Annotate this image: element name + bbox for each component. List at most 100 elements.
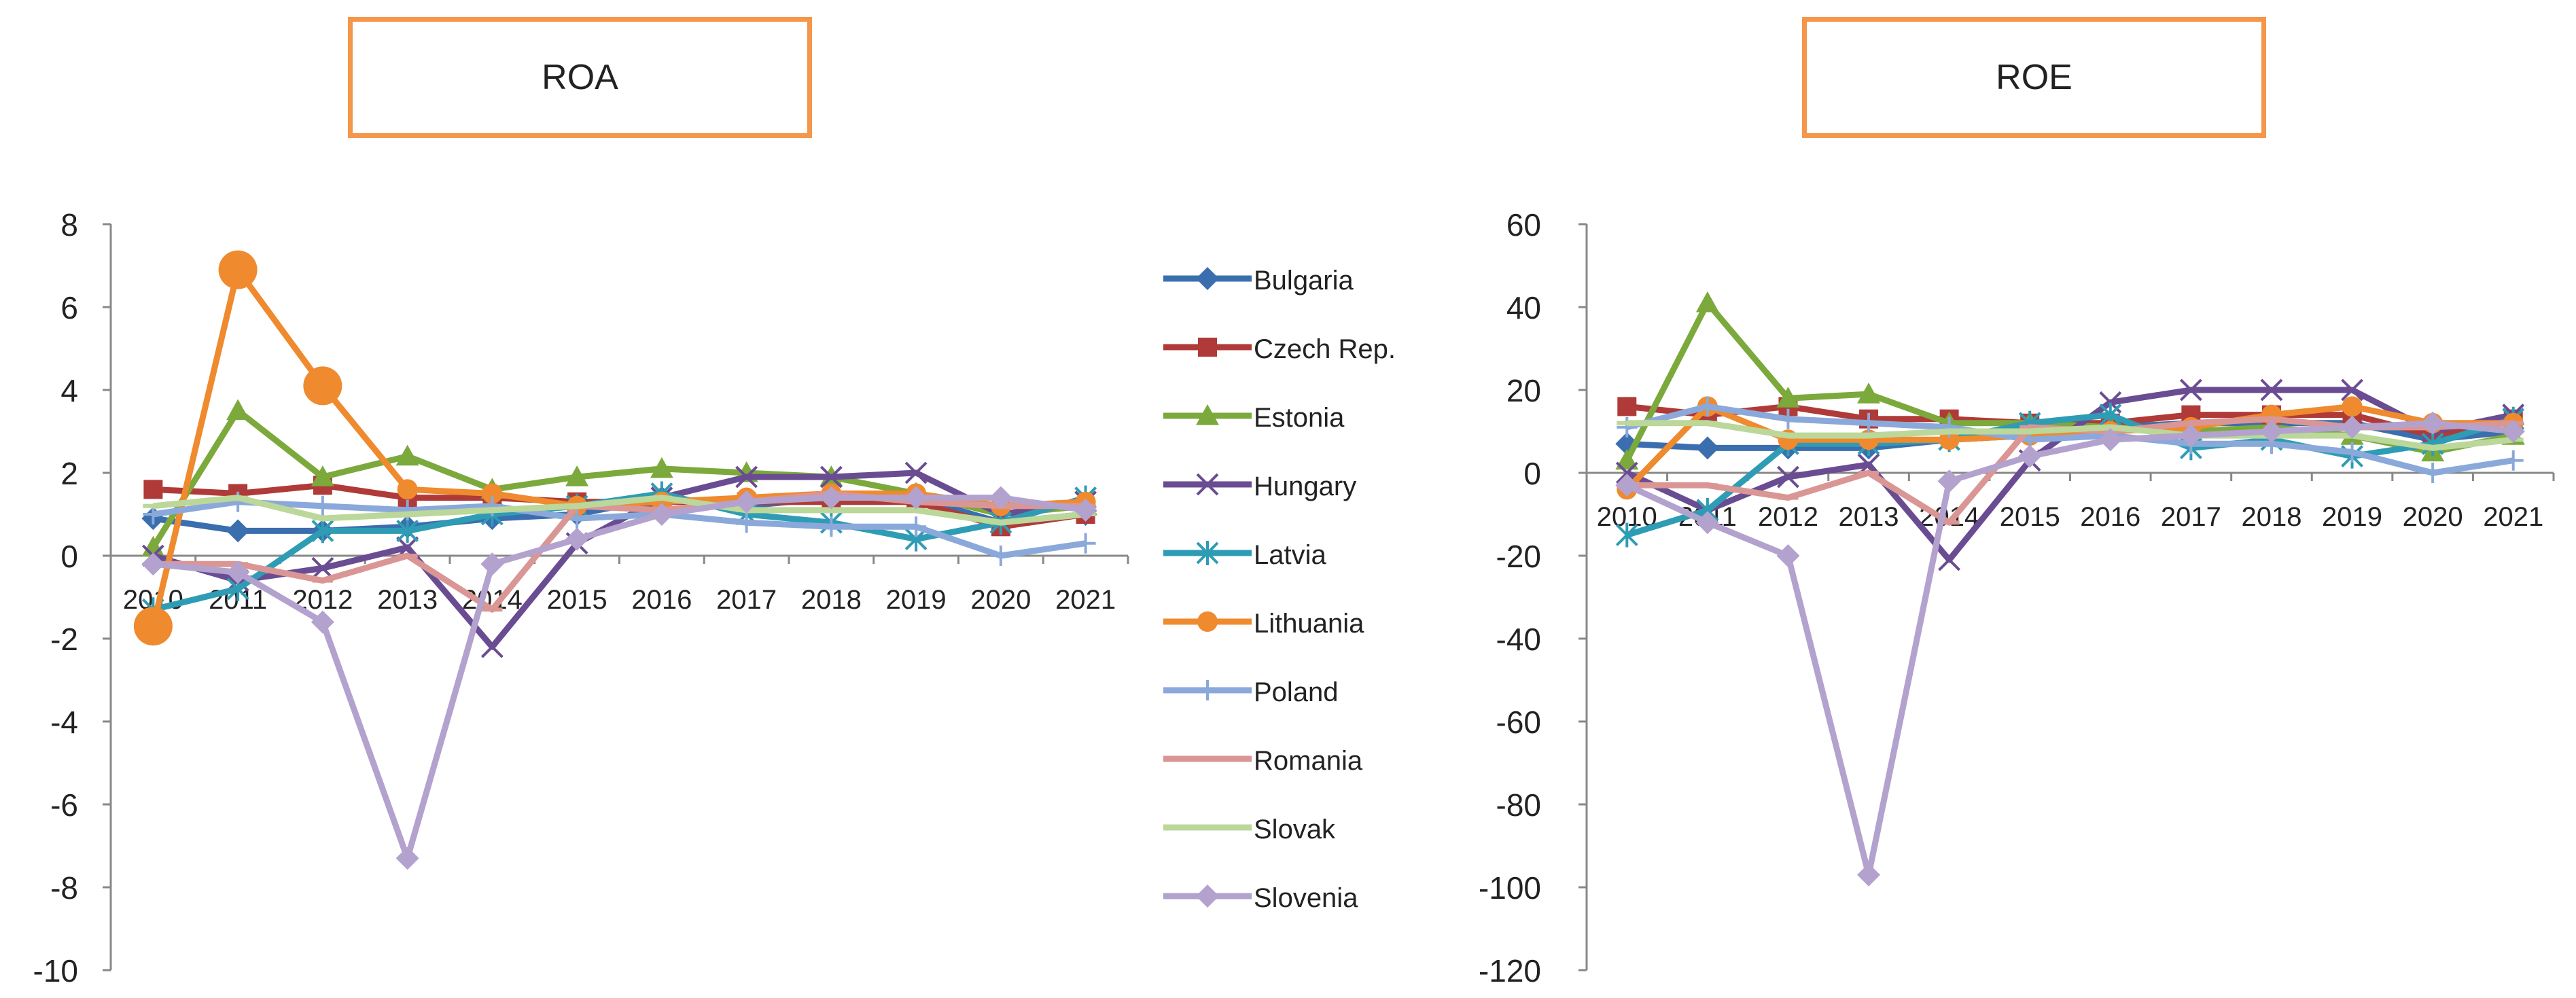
roe-chart: 6040200-20-40-60-80-100-1202010201120122… <box>1479 207 2555 988</box>
roe-point-slovenia <box>1615 474 1639 497</box>
roa-title-box: ROA <box>348 17 812 138</box>
roe-x-tick-label: 2018 <box>2241 502 2301 532</box>
legend-marker-hungary <box>1196 473 1219 496</box>
roa-point-slovenia <box>650 503 673 526</box>
roe-point-hungary <box>2341 378 2363 402</box>
roe-y-tick-label: -20 <box>1496 539 1541 574</box>
roa-series-line-slovak <box>152 495 1087 526</box>
roe-point-estonia <box>1857 382 1881 404</box>
roa-point-lithuania <box>218 250 258 289</box>
roe-x-tick-label: 2020 <box>2403 502 2463 532</box>
legend-marker-estonia <box>1196 404 1219 425</box>
roe-title-box: ROE <box>1802 17 2266 138</box>
legend: Bulgaria Czech Rep. Estonia Hungary Latvia Li… <box>1163 266 1396 913</box>
roe-y-tick-label: -60 <box>1496 705 1541 740</box>
roe-point-poland <box>1617 416 1638 438</box>
legend-marker-czech-rep <box>1198 338 1217 357</box>
roe-x-tick-label: 2015 <box>2000 502 2060 532</box>
roa-point-latvia <box>396 518 419 543</box>
roe-point-latvia <box>1615 522 1638 548</box>
roe-point-hungary <box>2260 378 2283 402</box>
roa-x-tick-label: 2015 <box>547 585 607 615</box>
roa-point-slovenia <box>480 552 504 576</box>
roe-series-line-slovak <box>1627 420 2514 451</box>
legend-label-bulgaria: Bulgaria <box>1254 266 1354 296</box>
roe-point-slovenia <box>1937 469 1961 493</box>
roa-point-hungary <box>735 465 758 488</box>
roe-point-czech-rep <box>1617 397 1637 416</box>
roa-point-lithuania <box>303 366 342 406</box>
roe-point-poland <box>1697 396 1718 417</box>
roe-point-slovenia <box>2018 444 2042 468</box>
roa-x-tick-label: 2019 <box>886 585 947 615</box>
roe-point-hungary <box>2179 378 2202 402</box>
roa-series-line-poland <box>152 499 1087 559</box>
roe-point-slovenia <box>1776 544 1800 567</box>
roa-point-poland <box>1075 533 1096 554</box>
roa-point-lithuania <box>482 483 503 504</box>
roe-point-slovenia <box>1695 511 1719 535</box>
roa-point-slovenia <box>395 846 419 870</box>
roe-x-tick-label: 2012 <box>1758 502 1818 532</box>
roe-point-slovenia <box>2501 420 2525 443</box>
roa-series-line-romania <box>153 491 1086 613</box>
roe-title: ROE <box>1996 58 2072 97</box>
legend-label-poland: Poland <box>1254 677 1339 707</box>
roa-y-tick-label: -2 <box>50 622 78 657</box>
roa-point-slovenia <box>1074 498 1097 522</box>
roa-y-tick-label: 0 <box>60 539 78 574</box>
roa-series-slovenia <box>141 486 1097 870</box>
roa-series-line-hungary <box>152 469 1087 650</box>
roe-y-tick-label: -80 <box>1496 787 1541 823</box>
roa-point-hungary <box>904 461 928 484</box>
roe-point-slovenia <box>1857 863 1881 887</box>
roe-x-tick-label: 2019 <box>2322 502 2382 532</box>
roa-point-poland <box>312 495 333 516</box>
roe-point-poland <box>2342 442 2363 463</box>
roe-y-tick-label: 60 <box>1506 207 1541 243</box>
roa-y-tick-label: 4 <box>60 373 78 408</box>
roe-point-estonia <box>1695 291 1719 313</box>
roe-x-tick-label: 2013 <box>1839 502 1899 532</box>
roa-point-hungary <box>819 465 843 488</box>
roa-y-tick-label: 8 <box>60 207 78 243</box>
roa-point-poland <box>736 512 757 533</box>
legend-marker-latvia <box>1196 541 1219 565</box>
legend-marker-bulgaria <box>1196 267 1219 290</box>
roa-point-slovenia <box>735 490 758 514</box>
roe-point-poland <box>2503 450 2524 471</box>
legend-label-lithuania: Lithuania <box>1254 609 1364 639</box>
roa-point-slovenia <box>989 486 1012 510</box>
roa-point-slovenia <box>226 560 250 584</box>
roe-x-tick-label: 2021 <box>2483 502 2543 532</box>
roa-point-poland <box>821 516 842 537</box>
roe-point-hungary <box>1938 548 1961 571</box>
roe-y-tick-label: -100 <box>1479 870 1541 906</box>
roa-point-slovenia <box>311 610 334 634</box>
roa-point-estonia <box>226 399 250 421</box>
roe-point-hungary <box>1777 465 1799 488</box>
roe-x-tick-label: 2016 <box>2080 502 2140 532</box>
roe-point-slovenia <box>2098 428 2122 452</box>
legend-label-slovenia: Slovenia <box>1254 883 1358 913</box>
legend-label-latvia: Latvia <box>1254 540 1326 570</box>
roa-x-tick-label: 2017 <box>716 585 777 615</box>
roa-point-slovenia <box>904 486 928 510</box>
roa-point-lithuania <box>133 607 173 646</box>
roe-series-line-slovenia <box>1625 420 2514 878</box>
roe-point-lithuania <box>2342 396 2363 417</box>
roa-y-tick-label: 6 <box>60 290 78 325</box>
roa-series-line-slovenia <box>152 495 1087 861</box>
legend-label-romania: Romania <box>1254 746 1363 776</box>
roe-point-slovenia <box>2259 420 2283 443</box>
roa-series-hungary <box>141 461 1097 658</box>
roe-point-poland <box>1858 412 1880 433</box>
roe-y-tick-label: 0 <box>1523 456 1541 491</box>
roa-point-estonia <box>650 457 673 478</box>
roa-point-poland <box>906 516 927 537</box>
roa-point-slovenia <box>141 552 165 576</box>
roa-y-tick-label: -6 <box>50 787 78 823</box>
legend-label-slovak: Slovak <box>1254 815 1336 844</box>
roe-y-tick-label: -120 <box>1479 953 1541 988</box>
